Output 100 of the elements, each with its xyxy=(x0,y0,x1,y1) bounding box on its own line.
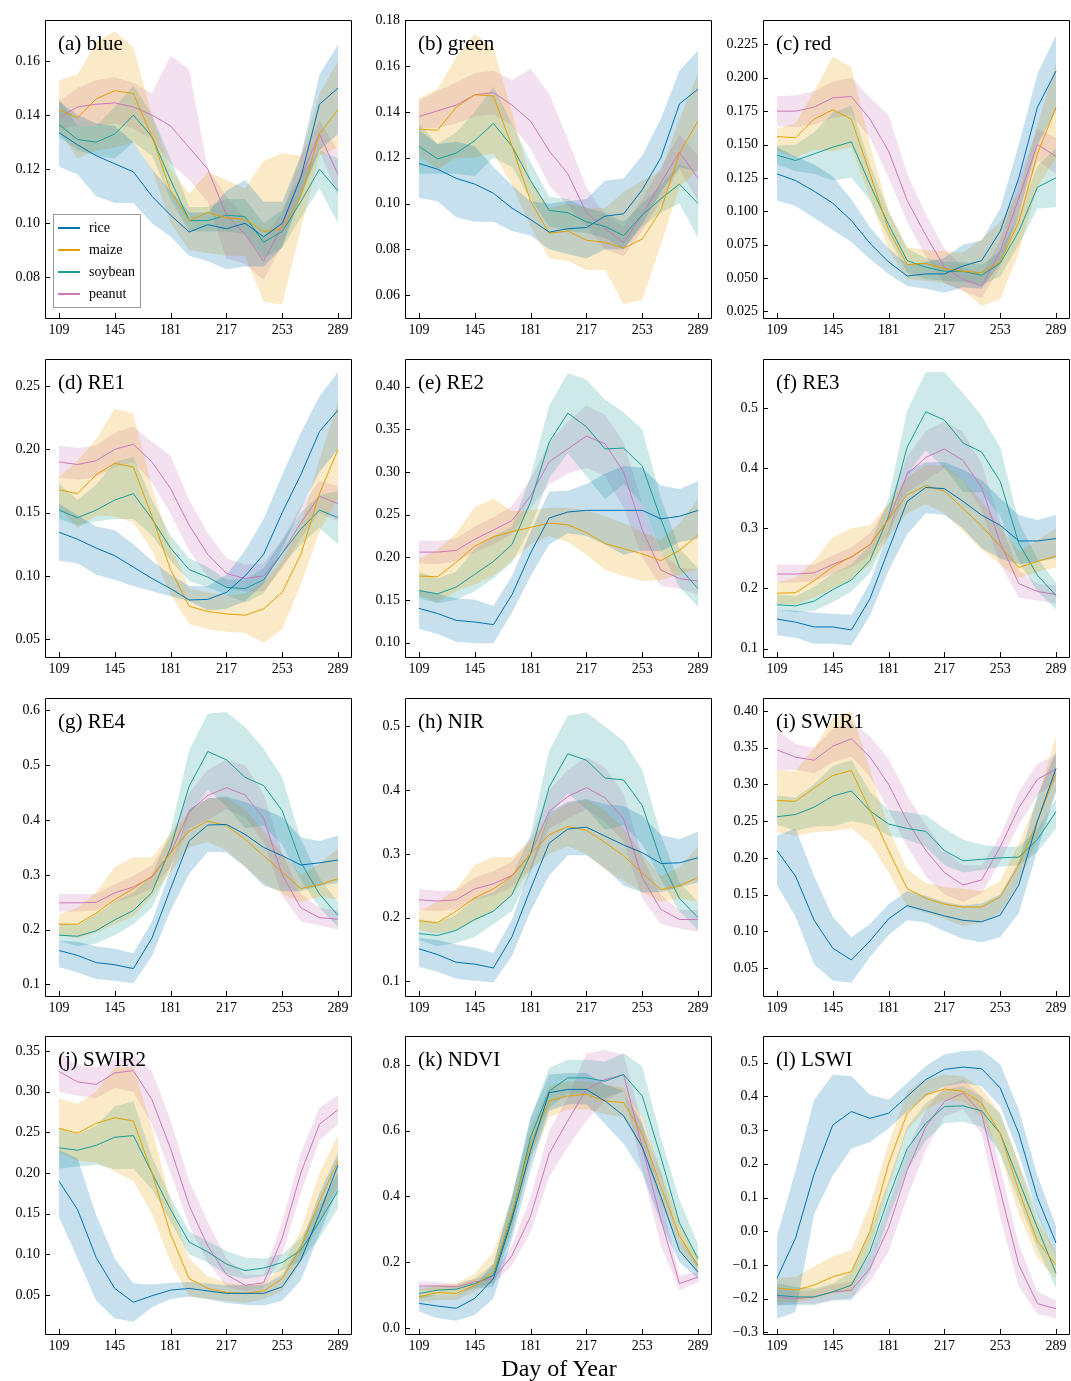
x-tick-label: 181 xyxy=(520,1000,542,1016)
x-tick-label: 289 xyxy=(327,1000,349,1016)
y-tick-label: 0.12 xyxy=(15,160,40,176)
x-tick-label: 289 xyxy=(327,322,349,338)
x-tick-label: 109 xyxy=(766,1000,788,1016)
y-tick-label: 0.225 xyxy=(726,36,758,52)
y-tick-label: 0.18 xyxy=(375,12,400,28)
y-tick-label: 0.20 xyxy=(15,440,40,456)
x-axis-title: Day of Year xyxy=(500,1354,618,1381)
text: (k) NDVI xyxy=(418,1047,501,1072)
x-tick-label: 217 xyxy=(933,1000,955,1016)
x-tick-label: 109 xyxy=(766,661,788,677)
y-tick-label: 0.08 xyxy=(375,240,400,256)
x-tick-label: 145 xyxy=(464,1000,486,1016)
x-tick-label: 217 xyxy=(215,661,237,677)
y-tick-label: 0.0 xyxy=(740,1222,758,1238)
x-tick-label: 289 xyxy=(687,1000,709,1016)
y-tick-label: 0.15 xyxy=(15,1205,40,1221)
y-tick-label: 0.3 xyxy=(22,866,40,882)
y-tick-label: 0.14 xyxy=(15,106,40,122)
x-tick-label: 289 xyxy=(1045,1000,1067,1016)
y-tick-label: 0.35 xyxy=(733,739,758,755)
y-tick-label: −0.2 xyxy=(732,1290,758,1306)
y-tick-label: 0.25 xyxy=(733,812,758,828)
text: (c) red xyxy=(776,31,832,56)
x-tick-label: 253 xyxy=(271,1000,293,1016)
x-tick-label: 109 xyxy=(48,322,70,338)
y-tick-label: 0.2 xyxy=(382,1253,400,1269)
x-tick-label: 109 xyxy=(48,1000,70,1016)
y-tick-label: 0.5 xyxy=(22,756,40,772)
y-tick-label: 0.2 xyxy=(740,1155,758,1171)
x-tick-label: 217 xyxy=(215,1000,237,1016)
y-tick-label: 0.10 xyxy=(15,567,40,583)
x-tick-label: 181 xyxy=(160,661,182,677)
y-tick-label: 0.4 xyxy=(382,1188,400,1204)
x-tick-label: 181 xyxy=(878,1338,900,1354)
x-tick-label: 145 xyxy=(104,1000,126,1016)
x-tick-label: 217 xyxy=(933,661,955,677)
x-tick-label: 145 xyxy=(822,1000,844,1016)
y-tick-label: 0.175 xyxy=(726,102,758,118)
text: (e) RE2 xyxy=(418,370,484,395)
x-tick-label: 253 xyxy=(989,661,1011,677)
y-tick-label: 0.4 xyxy=(740,1088,758,1104)
x-tick-label: 217 xyxy=(575,322,597,338)
text: (g) RE4 xyxy=(58,709,126,734)
x-tick-label: 145 xyxy=(464,661,486,677)
y-tick-label: 0.25 xyxy=(375,506,400,522)
y-tick-label: 0.100 xyxy=(726,202,758,218)
x-tick-label: 109 xyxy=(766,1338,788,1354)
x-tick-label: 289 xyxy=(1045,1338,1067,1354)
y-tick-label: 0.16 xyxy=(15,52,40,68)
y-tick-label: 0.0 xyxy=(382,1319,400,1335)
y-tick-label: 0.2 xyxy=(22,921,40,937)
x-tick-label: 181 xyxy=(160,1338,182,1354)
text: (l) LSWI xyxy=(776,1047,853,1072)
y-tick-label: 0.1 xyxy=(382,973,400,989)
x-tick-label: 253 xyxy=(631,322,653,338)
x-tick-label: 289 xyxy=(1045,322,1067,338)
text: (b) green xyxy=(418,31,495,56)
y-tick-label: 0.3 xyxy=(740,520,758,536)
y-tick-label: 0.05 xyxy=(15,1286,40,1302)
x-tick-label: 253 xyxy=(989,1000,1011,1016)
y-tick-label: 0.6 xyxy=(22,702,40,718)
x-tick-label: 289 xyxy=(327,661,349,677)
x-tick-label: 253 xyxy=(271,661,293,677)
x-tick-label: 217 xyxy=(215,1338,237,1354)
x-tick-label: 181 xyxy=(520,322,542,338)
x-tick-label: 181 xyxy=(520,1338,542,1354)
y-tick-label: 0.200 xyxy=(726,69,758,85)
text: (i) SWIR1 xyxy=(776,709,865,734)
x-tick-label: 181 xyxy=(878,1000,900,1016)
y-tick-label: 0.15 xyxy=(15,504,40,520)
y-tick-label: 0.30 xyxy=(15,1083,40,1099)
y-tick-label: 0.125 xyxy=(726,169,758,185)
x-tick-label: 181 xyxy=(520,661,542,677)
y-tick-label: 0.30 xyxy=(733,776,758,792)
y-tick-label: 0.1 xyxy=(740,640,758,656)
x-tick-label: 217 xyxy=(933,322,955,338)
y-tick-label: 0.4 xyxy=(22,811,40,827)
y-tick-label: −0.3 xyxy=(732,1323,758,1339)
x-tick-label: 145 xyxy=(822,661,844,677)
y-tick-label: 0.30 xyxy=(375,463,400,479)
x-tick-label: 253 xyxy=(631,661,653,677)
y-tick-label: 0.1 xyxy=(740,1189,758,1205)
x-tick-label: 181 xyxy=(160,322,182,338)
y-tick-label: 0.15 xyxy=(733,886,758,902)
x-tick-label: 109 xyxy=(408,661,430,677)
x-tick-label: 145 xyxy=(104,322,126,338)
x-tick-label: 289 xyxy=(327,1338,349,1354)
y-tick-label: 0.40 xyxy=(375,378,400,394)
x-tick-label: 253 xyxy=(631,1338,653,1354)
legend-label: rice xyxy=(89,219,110,237)
y-tick-label: 0.8 xyxy=(382,1056,400,1072)
y-tick-label: 0.05 xyxy=(733,959,758,975)
x-tick-label: 181 xyxy=(878,322,900,338)
y-tick-label: 0.40 xyxy=(733,702,758,718)
x-tick-label: 253 xyxy=(989,1338,1011,1354)
text: (j) SWIR2 xyxy=(58,1047,147,1072)
y-tick-label: −0.1 xyxy=(732,1256,758,1272)
y-tick-label: 0.5 xyxy=(740,399,758,415)
